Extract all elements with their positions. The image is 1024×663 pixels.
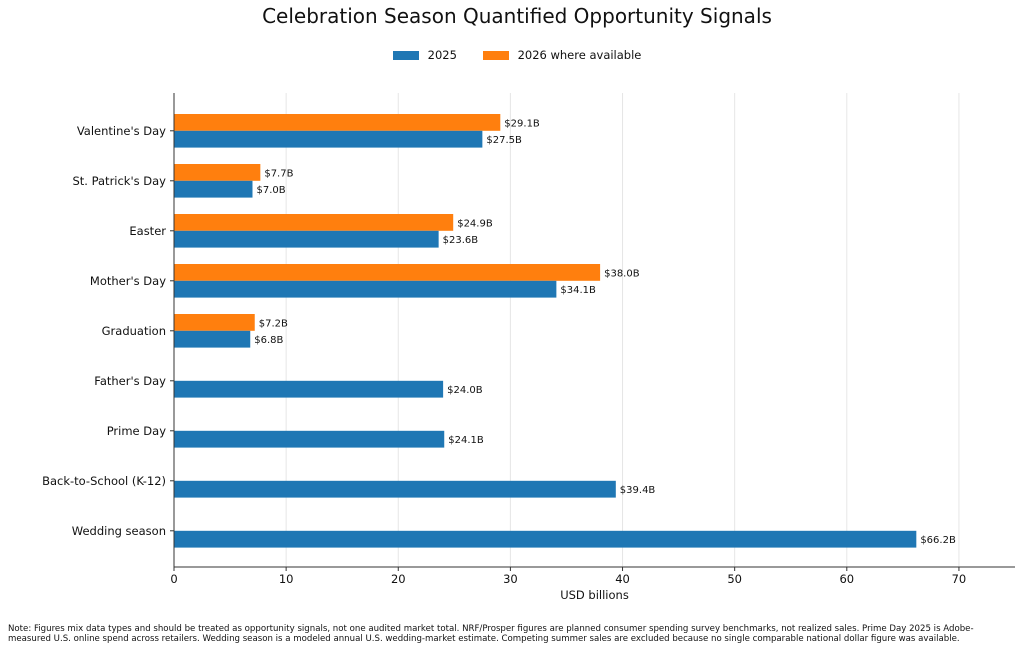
x-tick-label-30: 30 xyxy=(503,572,518,586)
data-label-2025-graduation: $6.8B xyxy=(254,335,283,346)
bar-2026-mother-s-day xyxy=(174,264,601,281)
legend-swatch-2025 xyxy=(392,50,419,60)
data-label-2025-prime-day: $24.1B xyxy=(448,435,484,446)
y-tick-label-father-s-day: Father's Day xyxy=(94,374,166,388)
bar-2025-father-s-day xyxy=(174,380,444,398)
bar-2026-valentine-s-day xyxy=(174,114,501,131)
data-label-2025-valentine-s-day: $27.5B xyxy=(486,135,522,146)
x-tick-label-70: 70 xyxy=(952,572,967,586)
x-tick-label-40: 40 xyxy=(615,572,630,586)
data-label-2026-st-patrick-s-day: $7.7B xyxy=(264,168,293,179)
x-tick-label-20: 20 xyxy=(391,572,406,586)
legend: 2025 2026 where available xyxy=(0,48,1024,63)
data-label-2025-father-s-day: $24.0B xyxy=(447,385,483,396)
bar-2025-st-patrick-s-day xyxy=(174,180,253,198)
legend-swatch-2026 xyxy=(482,50,509,60)
y-tick-label-st-patrick-s-day: St. Patrick's Day xyxy=(72,174,166,188)
x-tick-label-60: 60 xyxy=(839,572,854,586)
x-axis-label: USD billions xyxy=(560,588,629,602)
bar-2025-prime-day xyxy=(174,430,445,448)
x-tick-label-0: 0 xyxy=(170,572,177,586)
data-label-2026-mother-s-day: $38.0B xyxy=(604,268,640,279)
x-tick-label-10: 10 xyxy=(279,572,294,586)
bar-2025-graduation xyxy=(174,330,251,348)
legend-item-2025: 2025 xyxy=(392,48,457,62)
data-label-2026-valentine-s-day: $29.1B xyxy=(504,118,540,129)
bar-2025-valentine-s-day xyxy=(174,130,483,148)
y-tick-label-prime-day: Prime Day xyxy=(107,424,166,438)
y-tick-label-easter: Easter xyxy=(129,224,166,238)
data-label-2026-easter: $24.9B xyxy=(457,218,493,229)
y-tick-label-graduation: Graduation xyxy=(102,324,166,338)
bar-2025-easter xyxy=(174,230,439,248)
bar-2025-mother-s-day xyxy=(174,280,557,298)
legend-label-2026: 2026 where available xyxy=(517,48,642,62)
y-tick-label-valentine-s-day: Valentine's Day xyxy=(77,124,166,138)
data-label-2025-mother-s-day: $34.1B xyxy=(560,285,596,296)
data-label-2025-easter: $23.6B xyxy=(443,235,479,246)
bar-2025-back-to-school-k-12 xyxy=(174,480,616,498)
y-tick-label-wedding-season: Wedding season xyxy=(72,524,166,538)
bar-2025-wedding-season xyxy=(174,530,917,548)
data-label-2026-graduation: $7.2B xyxy=(259,318,288,329)
bar-2026-graduation xyxy=(174,314,255,331)
bar-2026-st-patrick-s-day xyxy=(174,164,261,181)
data-label-2025-wedding-season: $66.2B xyxy=(920,535,956,546)
legend-label-2025: 2025 xyxy=(427,48,457,62)
data-label-2025-st-patrick-s-day: $7.0B xyxy=(256,185,285,196)
bar-2026-easter xyxy=(174,214,454,231)
chart-title: Celebration Season Quantified Opportunit… xyxy=(262,4,772,28)
data-label-2025-back-to-school-k-12: $39.4B xyxy=(620,485,656,496)
x-tick-label-50: 50 xyxy=(727,572,742,586)
bar-chart: Valentine's Day $29.1B $27.5B St. Patrick's… xyxy=(42,93,1015,602)
y-tick-label-mother-s-day: Mother's Day xyxy=(90,274,166,288)
y-tick-label-back-to-school-k-12: Back-to-School (K-12) xyxy=(42,474,166,488)
legend-item-2026: 2026 where available xyxy=(482,48,642,62)
chart-note: Note: Figures mix data types and should … xyxy=(8,624,974,645)
